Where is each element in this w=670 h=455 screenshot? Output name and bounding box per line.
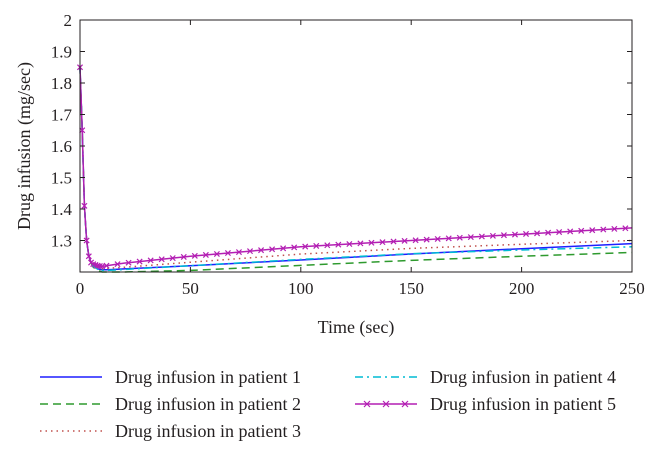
series-marker <box>522 230 530 237</box>
legend-label: Drug infusion in patient 2 <box>115 394 301 414</box>
series-line <box>79 67 633 271</box>
legend: Drug infusion in patient 1 Drug infusion … <box>40 367 616 441</box>
series-marker <box>511 231 519 238</box>
series-marker <box>83 237 90 244</box>
series-2 <box>79 67 633 273</box>
x-axis-title: Time (sec) <box>318 317 395 338</box>
y-tick-label: 1.5 <box>51 169 72 188</box>
series-line <box>79 67 633 270</box>
series-marker <box>224 250 231 257</box>
series-line <box>79 67 633 273</box>
series-line <box>79 67 633 268</box>
series-marker <box>368 239 375 246</box>
legend-entry-5: Drug infusion in patient 5 <box>355 394 616 414</box>
legend-entry-2: Drug infusion in patient 2 <box>40 394 301 414</box>
series-marker <box>169 255 176 262</box>
series-marker <box>235 249 243 256</box>
series-marker <box>81 202 88 209</box>
axis-tick-labels: 0 50 100 150 200 250 1.3 1.4 1.5 1.6 1.7 1.8 1.9 2 <box>51 11 645 298</box>
legend-entry-1: Drug infusion in patient 1 <box>40 367 301 387</box>
series-marker <box>467 234 474 241</box>
y-tick-label: 2 <box>64 11 73 30</box>
series-marker <box>600 226 607 233</box>
series-marker <box>213 250 220 258</box>
series-marker <box>589 227 596 234</box>
series-marker <box>500 232 507 239</box>
series-marker <box>158 256 165 263</box>
series-marker <box>246 248 254 255</box>
series-marker <box>390 238 397 245</box>
y-tick-label: 1.6 <box>51 137 72 156</box>
x-tick-label: 200 <box>509 279 535 298</box>
series-marker <box>302 243 309 250</box>
series-marker <box>545 229 552 236</box>
legend-entry-3: Drug infusion in patient 3 <box>40 421 301 441</box>
series-marker <box>324 242 331 249</box>
series-3 <box>79 67 633 270</box>
series-marker <box>85 253 92 260</box>
series-marker <box>412 237 419 244</box>
series-marker <box>291 244 298 251</box>
x-tick-label: 100 <box>288 279 314 298</box>
series-line <box>79 67 633 272</box>
series-marker <box>125 259 132 266</box>
x-tick-label: 150 <box>398 279 424 298</box>
series-marker <box>96 262 103 270</box>
series-marker <box>136 258 143 265</box>
series-marker <box>456 234 463 241</box>
series-marker <box>258 247 265 254</box>
series-marker <box>445 235 452 242</box>
series-marker <box>191 252 198 259</box>
series-marker <box>379 239 386 246</box>
axis-ticks <box>79 19 633 272</box>
series-marker <box>147 257 154 264</box>
legend-marker <box>382 400 390 408</box>
series-marker <box>611 225 618 232</box>
y-tick-label: 1.8 <box>51 74 72 93</box>
legend-label: Drug infusion in patient 3 <box>115 421 301 441</box>
series-marker <box>534 230 541 237</box>
legend-marker <box>363 400 371 408</box>
series-marker <box>434 235 441 243</box>
plot-lines <box>76 64 633 273</box>
series-marker <box>357 240 364 247</box>
series-marker <box>280 245 287 252</box>
series-marker <box>346 241 353 248</box>
series-5 <box>76 64 633 270</box>
legend-label: Drug infusion in patient 5 <box>430 394 616 414</box>
series-marker <box>313 242 320 249</box>
series-marker <box>489 232 496 239</box>
series-marker <box>567 228 574 235</box>
series-marker <box>114 261 121 268</box>
series-marker <box>202 251 209 258</box>
y-tick-label: 1.3 <box>51 232 72 251</box>
series-1 <box>79 67 633 271</box>
y-tick-label: 1.7 <box>51 106 73 125</box>
legend-label: Drug infusion in patient 1 <box>115 367 301 387</box>
legend-entry-4: Drug infusion in patient 4 <box>355 367 616 387</box>
series-marker <box>423 236 430 243</box>
series-marker <box>269 246 276 253</box>
series-marker <box>578 227 585 234</box>
series-marker <box>622 225 629 232</box>
x-tick-label: 0 <box>76 279 85 298</box>
series-marker <box>103 262 110 269</box>
series-marker <box>335 241 342 248</box>
series-marker <box>180 253 187 260</box>
y-tick-label: 1.4 <box>51 200 73 219</box>
legend-marker <box>401 400 409 408</box>
series-marker <box>556 229 563 236</box>
x-tick-label: 50 <box>182 279 199 298</box>
y-tick-label: 1.9 <box>51 43 72 62</box>
legend-label: Drug infusion in patient 4 <box>430 367 616 387</box>
y-axis-title: Drug infusion (mg/sec) <box>14 62 35 230</box>
series-marker <box>401 237 408 244</box>
series-4 <box>79 67 633 272</box>
x-tick-label: 250 <box>619 279 645 298</box>
series-marker <box>478 233 485 240</box>
